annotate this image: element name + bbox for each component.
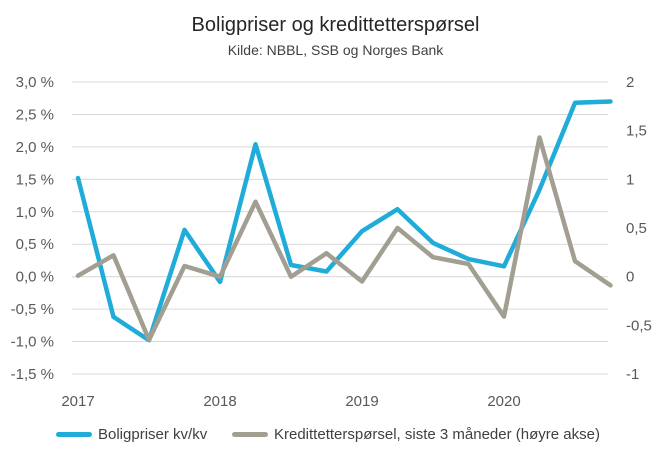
legend-swatch-kredittetterspørsel bbox=[232, 432, 268, 437]
chart-title: Boligpriser og kredittetterspørsel bbox=[191, 14, 480, 36]
legend-label-kredittetterspørsel: Kredittetterspørsel, siste 3 måneder (hø… bbox=[274, 426, 600, 443]
legend-swatch-boligpriser bbox=[56, 432, 92, 437]
right-tick-label: -0,5 bbox=[626, 317, 652, 334]
left-tick-label: -0,5 % bbox=[11, 301, 54, 318]
chart-subtitle: Kilde: NBBL, SSB og Norges Bank bbox=[227, 42, 444, 58]
x-tick-label: 2020 bbox=[487, 393, 520, 410]
right-tick-label: 0 bbox=[626, 269, 634, 286]
left-tick-label: 0,0 % bbox=[16, 269, 54, 286]
series-line-kredittetterspørsel bbox=[75, 135, 613, 343]
x-tick-label: 2018 bbox=[203, 393, 236, 410]
right-tick-label: 1,5 bbox=[626, 123, 647, 140]
left-tick-label: -1,0 % bbox=[11, 334, 54, 351]
legend: Boligpriser kv/kv Kredittetterspørsel, s… bbox=[0, 426, 671, 448]
right-tick-label: 0,5 bbox=[626, 220, 647, 237]
legend-label-boligpriser: Boligpriser kv/kv bbox=[98, 426, 208, 443]
left-tick-label: 1,0 % bbox=[16, 204, 54, 221]
series-line-boligpriser bbox=[75, 99, 613, 343]
x-tick-label: 2017 bbox=[61, 393, 94, 410]
left-tick-label: -1,5 % bbox=[11, 366, 54, 383]
right-tick-label: 1 bbox=[626, 171, 634, 188]
x-tick-label: 2019 bbox=[345, 393, 378, 410]
legend-item-kredittetterspørsel: Kredittetterspørsel, siste 3 måneder (hø… bbox=[232, 426, 600, 443]
left-tick-label: 2,0 % bbox=[16, 139, 54, 156]
left-tick-label: 1,5 % bbox=[16, 171, 54, 188]
left-tick-label: 2,5 % bbox=[16, 106, 54, 123]
right-tick-label: -1 bbox=[626, 366, 639, 383]
left-tick-label: 0,5 % bbox=[16, 236, 54, 253]
legend-item-boligpriser: Boligpriser kv/kv bbox=[56, 426, 207, 443]
right-tick-label: 2 bbox=[626, 74, 634, 91]
left-tick-label: 3,0 % bbox=[16, 74, 54, 91]
